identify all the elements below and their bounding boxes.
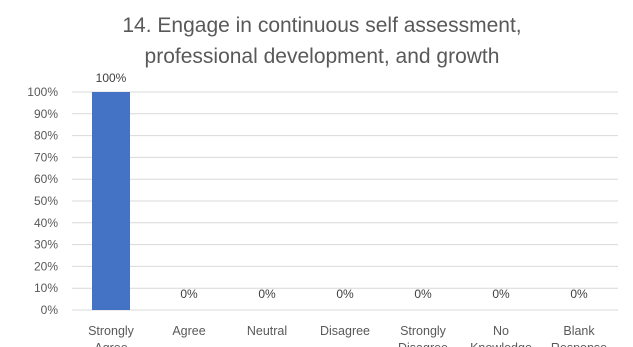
x-category-label: Blank	[563, 324, 595, 338]
gridlines	[72, 91, 618, 311]
y-tick-label: 10%	[34, 281, 58, 295]
data-label: 0%	[414, 287, 432, 301]
y-tick-label: 20%	[34, 259, 58, 273]
data-label: 0%	[180, 287, 198, 301]
y-axis-tick-labels: 0% 10% 20% 30% 40% 50% 60% 70% 80% 90% 100%	[27, 85, 58, 317]
x-axis-category-labels: Strongly Agree Agree Neutral Disagree Strongl…	[88, 324, 607, 347]
x-category-label: Disagree	[320, 324, 370, 338]
x-category-label: Response	[551, 341, 607, 347]
y-tick-label: 30%	[34, 238, 58, 252]
chart-title: 14. Engage in continuous self assessment…	[122, 14, 521, 68]
bars	[92, 92, 130, 310]
x-category-label: Strongly	[400, 324, 447, 338]
x-category-label: Knowledge	[470, 341, 532, 347]
data-label: 0%	[492, 287, 510, 301]
data-label: 0%	[258, 287, 276, 301]
x-category-label: Agree	[94, 341, 127, 347]
x-category-label: Neutral	[247, 324, 287, 338]
y-tick-label: 40%	[34, 216, 58, 230]
y-tick-label: 100%	[27, 85, 58, 99]
chart-title-line-1: 14. Engage in continuous self assessment…	[122, 14, 521, 37]
y-tick-label: 80%	[34, 129, 58, 143]
y-tick-label: 90%	[34, 107, 58, 121]
data-labels: 100% 0% 0% 0% 0% 0% 0%	[96, 71, 588, 301]
x-category-label: Agree	[172, 324, 205, 338]
data-label: 100%	[96, 71, 127, 85]
x-category-label: Disagree	[398, 341, 448, 347]
x-category-label: No	[493, 324, 509, 338]
y-tick-label: 60%	[34, 172, 58, 186]
chart-title-line-2: professional development, and growth	[145, 45, 500, 68]
y-tick-label: 70%	[34, 150, 58, 164]
bar	[92, 92, 130, 310]
data-label: 0%	[336, 287, 354, 301]
y-tick-label: 50%	[34, 194, 58, 208]
x-category-label: Strongly	[88, 324, 135, 338]
y-tick-label: 0%	[41, 303, 59, 317]
data-label: 0%	[570, 287, 588, 301]
